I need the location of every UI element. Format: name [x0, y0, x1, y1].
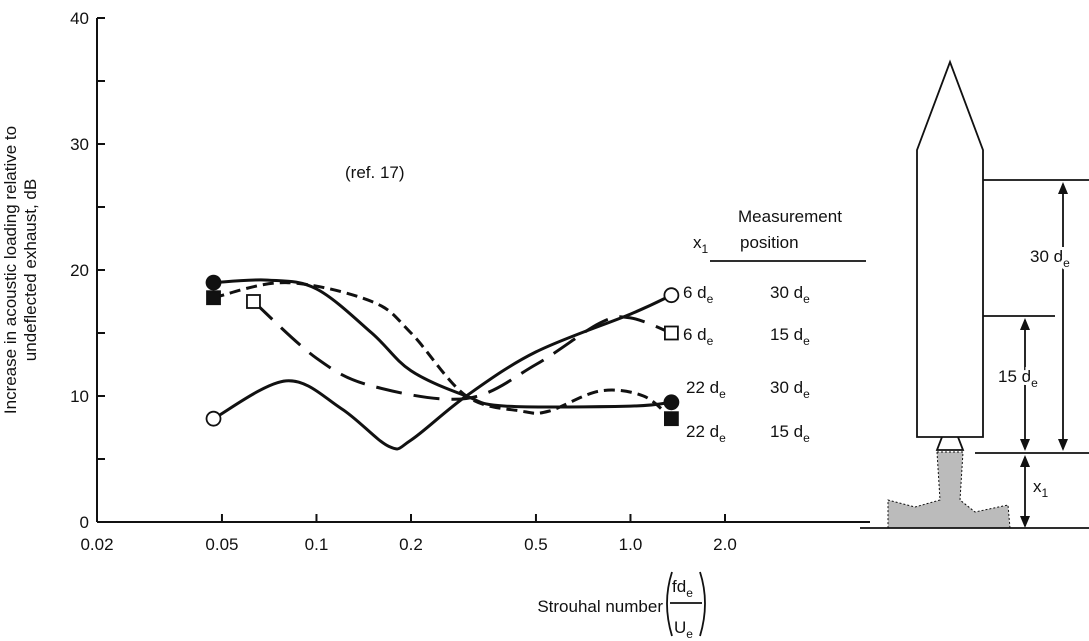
legend-position-sub: e	[803, 431, 810, 445]
legend-x1-base: 22 d	[686, 378, 719, 397]
x-tick-label: 0.02	[80, 535, 113, 554]
rocket-label-base: 30 d	[1030, 247, 1063, 266]
legend-x1-header-base: x	[693, 233, 702, 252]
marker	[246, 294, 261, 309]
legend-x1-base: 6 d	[683, 325, 707, 344]
x-tick-label: 1.0	[619, 535, 643, 554]
legend-x1-sub: e	[719, 387, 726, 401]
rocket-label-sub: 1	[1042, 486, 1049, 500]
legend-position-sub: e	[803, 292, 810, 306]
annotation: (ref. 17)	[345, 163, 405, 182]
marker	[664, 325, 679, 341]
x-label-denominator: Ue	[674, 618, 693, 641]
legend-x1: 22 de	[686, 422, 726, 445]
marker	[663, 394, 680, 411]
legend-x1: 22 de	[686, 378, 726, 401]
legend-position-base: 15 d	[770, 325, 803, 344]
legend-x1-sub: e	[719, 431, 726, 445]
legend-x1-sub: e	[707, 292, 714, 306]
y-axis-label: undeflected exhaust, dB	[21, 179, 40, 361]
x-axis-label: Strouhal number	[537, 597, 663, 616]
y-tick-label: 40	[70, 9, 89, 28]
rocket-label-sub: e	[1031, 376, 1038, 390]
rocket-label-sub: e	[1063, 256, 1070, 270]
legend-x1-header: x1	[693, 233, 709, 256]
marker	[206, 290, 221, 306]
rocket-label: x1	[1033, 477, 1049, 500]
x-tick-label: 0.1	[305, 535, 329, 554]
rocket-diagram	[710, 59, 1089, 529]
legend-position-sub: e	[803, 334, 810, 348]
line	[213, 278, 672, 409]
line	[213, 281, 673, 420]
x-label-denominator-base: U	[674, 618, 686, 637]
y-tick-label: 0	[80, 513, 89, 532]
legend-position: 15 de	[770, 325, 810, 348]
legend-x1-header-sub: 1	[702, 242, 709, 256]
legend-x1-sub: e	[707, 334, 714, 348]
line	[212, 293, 673, 451]
legend-x1: 6 de	[683, 283, 714, 306]
legend-position: 15 de	[770, 422, 810, 445]
x-tick-label: 0.5	[524, 535, 548, 554]
bracket	[666, 571, 706, 637]
line	[252, 300, 672, 401]
legend-x1-base: 6 d	[683, 283, 707, 302]
x-label-numerator-base: fd	[672, 577, 686, 596]
marker	[663, 287, 680, 304]
x-tick-label: 2.0	[713, 535, 737, 554]
rocket-label-base: 15 d	[998, 367, 1031, 386]
x-label-numerator: fde	[672, 577, 693, 600]
x-tick-label: 0.05	[205, 535, 238, 554]
legend-position-header: Measurement	[738, 207, 842, 226]
y-tick-label: 30	[70, 135, 89, 154]
y-tick-label: 10	[70, 387, 89, 406]
legend-position-base: 30 d	[770, 378, 803, 397]
legend-x1-base: 22 d	[686, 422, 719, 441]
marker	[664, 411, 679, 427]
rocket-label: 30 de	[1030, 247, 1070, 270]
legend-position-base: 30 d	[770, 283, 803, 302]
legend-x1: 6 de	[683, 325, 714, 348]
legend-position: 30 de	[770, 283, 810, 306]
x-tick-label: 0.2	[399, 535, 423, 554]
marker	[205, 410, 222, 427]
x-label-numerator-sub: e	[686, 586, 693, 600]
rocket-label: 15 de	[998, 367, 1038, 390]
marker	[205, 274, 222, 291]
y-axis-label: Increase in acoustic loading relative to	[1, 126, 20, 414]
legend-position-header: position	[740, 233, 799, 252]
y-tick-label: 20	[70, 261, 89, 280]
x-label-denominator-sub: e	[686, 627, 693, 641]
legend-position-sub: e	[803, 387, 810, 401]
legend-position-base: 15 d	[770, 422, 803, 441]
legend-position: 30 de	[770, 378, 810, 401]
rocket-label-base: x	[1033, 477, 1042, 496]
